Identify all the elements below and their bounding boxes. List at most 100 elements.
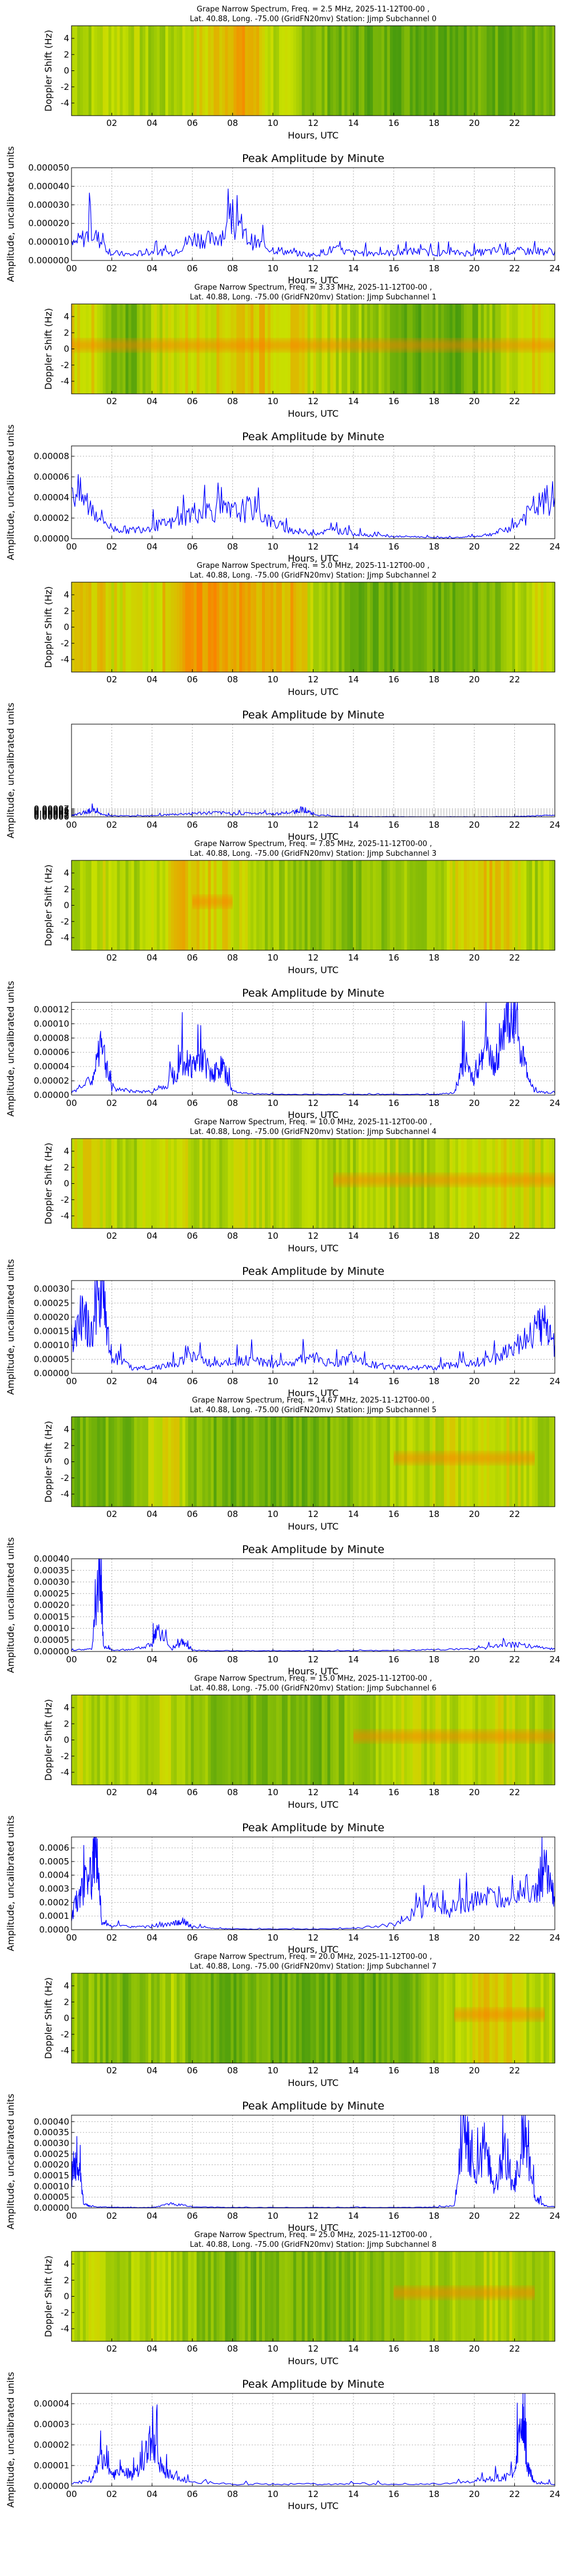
x-tick-label: 14 (348, 2489, 359, 2499)
x-tick-label: 24 (549, 2211, 560, 2221)
spectrogram-column (279, 26, 283, 116)
spectrogram-column (316, 1695, 320, 1785)
spectrogram-column (111, 1139, 115, 1228)
spectrogram-column (259, 1417, 263, 1507)
spectrogram-column (503, 582, 507, 672)
spectrogram-column (344, 582, 348, 672)
spectrogram-column (148, 26, 152, 116)
spectrogram-column (142, 1695, 146, 1785)
x-tick-label: 02 (106, 396, 117, 406)
spectrogram-column (341, 860, 345, 950)
spectrogram-column (398, 582, 402, 672)
y-tick-label: 0 (63, 1457, 69, 1467)
x-tick-label: 08 (227, 118, 238, 128)
x-tick-label: 16 (388, 674, 399, 685)
x-tick-label: 06 (187, 2489, 198, 2499)
spectrogram-column (463, 582, 467, 672)
y-tick-label: -4 (61, 933, 69, 943)
spectrogram-column (535, 1417, 538, 1507)
spectrogram-column (483, 582, 487, 672)
spectrogram-column (435, 26, 439, 116)
spectrogram-column (284, 1417, 288, 1507)
y-tick-label: 0.0000 (39, 1925, 70, 1935)
spectrogram-column (339, 1695, 342, 1785)
x-tick-label: 14 (348, 1509, 359, 1519)
spectrogram-column (475, 860, 479, 950)
spectrogram-column (304, 1139, 308, 1228)
spectrogram-column (105, 860, 109, 950)
spectrogram-column (253, 1695, 257, 1785)
spectrogram-column (438, 582, 442, 672)
spectrogram-column (265, 1973, 268, 2063)
x-tick-label: 04 (146, 1787, 157, 1797)
spectrogram-column (216, 26, 220, 116)
spectrogram-column (284, 1973, 288, 2063)
spectrogram-column (435, 860, 439, 950)
spectrogram-column (353, 1417, 356, 1507)
spectrogram-title-line2: Lat. 40.88, Long. -75.00 (GridFN20mv) St… (190, 1128, 436, 1136)
spectrogram-column (304, 582, 308, 672)
spectrogram-column (424, 582, 427, 672)
spectrogram-column (193, 1417, 197, 1507)
spectrogram-column (333, 1417, 336, 1507)
spectrogram-column (82, 582, 86, 672)
spectrogram-column (276, 1139, 280, 1228)
x-tick-label: 00 (66, 2211, 77, 2221)
x-tick-label: 14 (348, 1098, 359, 1108)
spectrogram-column (390, 1417, 394, 1507)
spectrogram-column (290, 1417, 294, 1507)
y-tick-label: -4 (61, 1211, 69, 1221)
spectrogram-column (225, 1139, 228, 1228)
x-tick-label: 02 (106, 820, 117, 830)
spectrogram-column (321, 2251, 325, 2341)
spectrogram-column (321, 26, 325, 116)
x-tick-label: 16 (388, 542, 399, 552)
spectrogram-column (404, 1973, 408, 2063)
spectrogram-column (259, 860, 263, 950)
spectrogram-column (307, 26, 311, 116)
y-tick-label: 0.00001 (34, 2460, 69, 2471)
spectrogram-column (208, 2251, 212, 2341)
spectrogram-column (344, 2251, 348, 2341)
spectrogram-column (219, 2251, 223, 2341)
spectrogram-column (353, 26, 356, 116)
spectrogram-column (472, 860, 476, 950)
spectrogram-column (80, 1417, 84, 1507)
spectrogram-column (503, 860, 507, 950)
x-tick-label: 04 (146, 1231, 157, 1241)
x-tick-label: 06 (187, 674, 198, 685)
x-tick-label: 08 (227, 263, 238, 274)
y-axis-label: Doppler Shift (Hz) (43, 308, 54, 390)
spectrogram-column (324, 860, 328, 950)
spectrogram-column (114, 26, 118, 116)
spectrogram-column (122, 1139, 126, 1228)
x-tick-label: 02 (106, 263, 117, 274)
x-tick-label: 08 (227, 2344, 238, 2354)
y-tick-label: 0.00040 (34, 2116, 69, 2127)
spectrogram-column (267, 2251, 271, 2341)
spectrogram-column (290, 26, 294, 116)
spectrogram-column (100, 26, 104, 116)
spectrogram-column (267, 860, 271, 950)
spectrogram-column (299, 1417, 303, 1507)
spectrogram-column (216, 1417, 220, 1507)
spectrogram-column (281, 2251, 285, 2341)
x-tick-label: 10 (268, 542, 279, 552)
spectrogram-column (347, 26, 351, 116)
spectrogram-column (182, 1695, 186, 1785)
spectrogram-column (179, 582, 183, 672)
spectrogram-column (480, 26, 484, 116)
spectrogram-column (256, 1695, 260, 1785)
spectrogram-column (168, 582, 172, 672)
spectrogram-column (310, 1695, 314, 1785)
spectrogram-column (535, 582, 538, 672)
x-tick-label: 20 (469, 1654, 480, 1665)
x-tick-label: 02 (106, 674, 117, 685)
spectrogram-column (390, 582, 394, 672)
spectrogram-column (140, 860, 143, 950)
spectrogram-column (173, 1417, 177, 1507)
spectrogram-column (304, 860, 308, 950)
spectrogram-column (281, 1973, 285, 2063)
x-tick-label: 16 (388, 1933, 399, 1943)
spectrogram-column (128, 26, 132, 116)
